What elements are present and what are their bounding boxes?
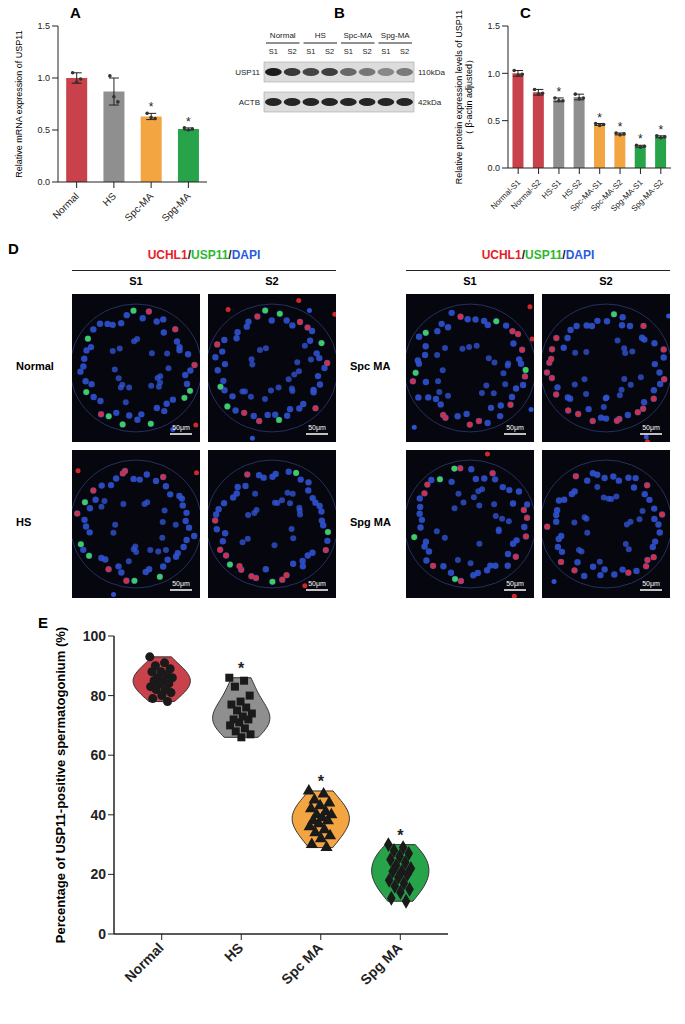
- svg-text:Spg-MA: Spg-MA: [159, 190, 193, 224]
- svg-text:HS: HS: [221, 940, 246, 965]
- svg-text:50μm: 50μm: [172, 424, 190, 432]
- svg-text:*: *: [618, 120, 623, 134]
- svg-text:HS-S2: HS-S2: [560, 177, 584, 201]
- svg-text:0.0: 0.0: [37, 177, 50, 187]
- svg-text:HS: HS: [315, 31, 326, 40]
- svg-text:0.5: 0.5: [37, 125, 50, 135]
- svg-text:1.5: 1.5: [487, 21, 500, 31]
- svg-text:40: 40: [90, 807, 106, 823]
- svg-text:S1: S1: [269, 47, 278, 56]
- html-text:C: C: [520, 4, 531, 21]
- html-text:Spc MA: Spc MA: [350, 360, 391, 372]
- svg-text:42kDa: 42kDa: [418, 98, 442, 107]
- svg-text:50μm: 50μm: [642, 580, 660, 588]
- html-text:D: D: [8, 240, 19, 257]
- svg-text:*: *: [597, 111, 602, 125]
- svg-text:*: *: [557, 85, 562, 99]
- html-text:UCHL1 / USP11 / DAPI: UCHL1 / USP11 / DAPI: [481, 248, 595, 262]
- svg-text:S1: S1: [306, 47, 315, 56]
- svg-text:0: 0: [98, 926, 106, 942]
- svg-text:Normal-S2: Normal-S2: [509, 177, 543, 211]
- svg-text:Spg-MA: Spg-MA: [381, 31, 411, 40]
- svg-text:Spc-MA: Spc-MA: [344, 31, 373, 40]
- svg-text:0.0: 0.0: [487, 163, 500, 173]
- svg-text:ACTB: ACTB: [239, 98, 260, 107]
- svg-text:50μm: 50μm: [308, 580, 326, 588]
- svg-text:Normal: Normal: [50, 190, 81, 221]
- svg-text:Normal: Normal: [270, 31, 296, 40]
- svg-text:S2: S2: [325, 47, 334, 56]
- html-text:S1: S1: [129, 275, 143, 287]
- html-text:B: B: [334, 4, 345, 21]
- svg-text:HS-S1: HS-S1: [540, 177, 563, 200]
- svg-text:Spg-MA-S2: Spg-MA-S2: [629, 177, 665, 213]
- svg-text:Spg-MA-S1: Spg-MA-S1: [609, 177, 645, 214]
- svg-text:50μm: 50μm: [506, 580, 524, 588]
- svg-text:Spc MA: Spc MA: [278, 940, 326, 988]
- html-text:Relative mRNA expression of US: Relative mRNA expression of USP11: [13, 30, 24, 178]
- svg-text:HS: HS: [101, 190, 119, 208]
- svg-text:*: *: [638, 132, 643, 146]
- html-text:S2: S2: [265, 275, 279, 287]
- svg-text:100: 100: [83, 628, 107, 644]
- svg-text:50μm: 50μm: [308, 424, 326, 432]
- html-text:A: A: [70, 4, 81, 21]
- svg-text:S2: S2: [288, 47, 297, 56]
- svg-text:1.5: 1.5: [37, 21, 50, 31]
- svg-text:S1: S1: [381, 47, 390, 56]
- html-text:Relative protein expression le: Relative protein expression levels of US…: [453, 9, 464, 185]
- svg-text:50μm: 50μm: [172, 580, 190, 588]
- svg-text:S2: S2: [400, 47, 409, 56]
- svg-text:Spc-MA-S1: Spc-MA-S1: [568, 177, 604, 214]
- svg-text:Spc-MA: Spc-MA: [122, 190, 155, 223]
- html-text:UCHL1 / USP11 / DAPI: UCHL1 / USP11 / DAPI: [147, 248, 261, 262]
- svg-text:S2: S2: [363, 47, 372, 56]
- svg-text:*: *: [186, 115, 191, 129]
- svg-text:0.5: 0.5: [487, 116, 500, 126]
- svg-text:20: 20: [90, 866, 106, 882]
- svg-text:Normal-S1: Normal-S1: [489, 177, 523, 212]
- html-text:（ β-actin adjusted）: （ β-actin adjusted）: [464, 54, 474, 140]
- svg-text:*: *: [238, 660, 245, 677]
- svg-text:110kDa: 110kDa: [418, 68, 446, 77]
- svg-text:*: *: [658, 123, 663, 137]
- html-text:Normal: Normal: [16, 360, 54, 372]
- html-text:Spg MA: Spg MA: [350, 516, 391, 528]
- html-text:Percentage of USP11-positive s: Percentage of USP11-positive spermatogon…: [52, 626, 68, 944]
- svg-text:Spc-MA-S2: Spc-MA-S2: [589, 177, 625, 214]
- html-text:S1: S1: [463, 275, 477, 287]
- svg-text:Normal: Normal: [121, 940, 166, 985]
- svg-text:60: 60: [90, 747, 106, 763]
- svg-text:50μm: 50μm: [506, 424, 524, 432]
- svg-text:1.0: 1.0: [487, 69, 500, 79]
- svg-text:*: *: [318, 773, 325, 790]
- html-text:S2: S2: [599, 275, 613, 287]
- svg-text:Spg MA: Spg MA: [357, 940, 405, 988]
- svg-text:USP11: USP11: [235, 68, 260, 77]
- svg-text:1.0: 1.0: [37, 73, 50, 83]
- svg-text:*: *: [397, 827, 404, 844]
- svg-text:50μm: 50μm: [642, 424, 660, 432]
- svg-text:80: 80: [90, 688, 106, 704]
- svg-text:S1: S1: [344, 47, 353, 56]
- html-text:E: E: [38, 614, 48, 631]
- svg-text:*: *: [149, 100, 154, 114]
- html-text:HS: HS: [16, 516, 32, 528]
